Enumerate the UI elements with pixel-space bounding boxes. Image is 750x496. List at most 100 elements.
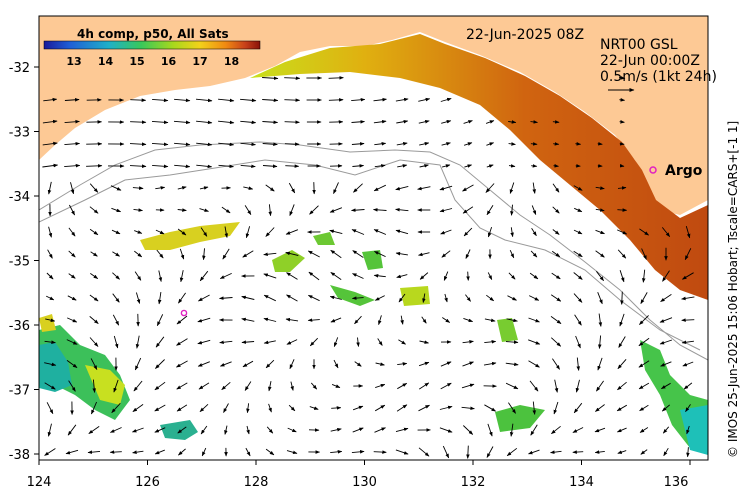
legend-tick-label: 18: [224, 55, 239, 68]
current-vector: [681, 340, 694, 345]
x-tick-label: 130: [352, 475, 377, 490]
current-vector: [352, 250, 364, 258]
current-vector: [197, 339, 211, 345]
current-vector: [552, 183, 560, 193]
current-vector: [441, 142, 451, 146]
current-vector: [155, 359, 165, 369]
current-vector: [554, 379, 559, 393]
current-vector: [155, 229, 165, 235]
current-vector: [552, 120, 560, 124]
current-vector: [662, 426, 670, 434]
current-vector: [284, 120, 300, 124]
current-vector: [530, 424, 538, 436]
current-vector: [640, 449, 648, 455]
credit-text: © IMOS 25-Jun-2025 15:06 Hobart; Tscale=…: [726, 121, 740, 458]
current-vector: [486, 446, 494, 458]
current-vector: [352, 273, 364, 279]
current-vector: [395, 449, 409, 455]
current-vector: [485, 120, 495, 124]
current-vector: [130, 98, 147, 102]
current-vector: [286, 450, 298, 455]
current-vector: [64, 119, 80, 124]
bathymetry-contours: [39, 141, 708, 361]
x-tick-label: 134: [569, 475, 594, 490]
current-vector: [134, 230, 143, 234]
current-vector: [617, 208, 628, 212]
current-vector: [505, 340, 519, 344]
current-vector: [466, 271, 470, 281]
current-vector: [597, 141, 603, 146]
current-vector: [67, 424, 77, 436]
current-vector: [462, 340, 474, 344]
current-vector: [532, 401, 537, 415]
current-vector: [356, 337, 360, 347]
current-vector: [373, 273, 386, 278]
current-vector: [157, 292, 162, 305]
x-axis: 124 126 128 130 132 134 136: [27, 460, 691, 490]
current-vector: [682, 272, 694, 280]
current-vector: [510, 227, 514, 238]
current-vector: [286, 294, 298, 302]
current-vector: [151, 120, 169, 125]
current-vector: [553, 142, 560, 146]
current-vector: [573, 402, 583, 414]
current-vector: [112, 314, 120, 326]
current-vector: [572, 427, 584, 433]
current-vector: [309, 205, 319, 215]
current-vector: [174, 164, 191, 169]
current-vector: [244, 381, 252, 391]
current-vector: [396, 142, 408, 146]
current-vector: [90, 401, 98, 415]
current-vector: [195, 98, 213, 103]
current-vector: [573, 229, 583, 235]
current-vector: [417, 186, 431, 191]
current-vector: [552, 358, 560, 370]
argo-float-marker: [649, 166, 657, 174]
current-vector: [90, 273, 99, 279]
current-vector: [441, 250, 451, 258]
current-vector: [48, 226, 53, 238]
current-vector: [638, 337, 650, 347]
current-vector: [617, 186, 627, 190]
x-tick-label: 124: [27, 475, 52, 490]
current-vector: [576, 357, 581, 371]
current-vector: [487, 423, 493, 437]
current-vector: [686, 425, 690, 435]
current-vector: [196, 120, 213, 125]
current-vector: [439, 427, 453, 433]
legend-title: 4h comp, p50, All Sats: [77, 27, 229, 41]
current-vector: [505, 362, 519, 367]
current-vector: [46, 402, 54, 415]
current-vector: [572, 450, 584, 454]
current-vector: [200, 425, 208, 435]
current-vector: [616, 404, 628, 412]
current-vector: [528, 360, 540, 368]
current-vector: [66, 360, 78, 368]
current-vector: [92, 379, 97, 393]
current-vector: [443, 271, 449, 281]
current-vector: [659, 317, 673, 323]
current-vector: [47, 423, 52, 437]
current-vector: [111, 229, 121, 235]
current-vector: [464, 164, 473, 168]
current-vector: [616, 427, 627, 433]
current-vector: [462, 361, 474, 367]
current-vector: [289, 359, 295, 370]
current-vector: [179, 248, 185, 260]
current-vector: [89, 228, 99, 236]
legend-tick-label: 15: [129, 55, 144, 68]
x-tick-label: 128: [244, 475, 269, 490]
map-date: 22-Jun-2025 08Z: [466, 27, 584, 43]
x-tick-label: 126: [135, 475, 160, 490]
current-vector: [219, 272, 232, 280]
current-vector: [113, 335, 119, 349]
y-tick-label: -33: [9, 126, 30, 141]
current-vector: [531, 164, 538, 168]
current-vector: [422, 293, 426, 303]
current-vector: [113, 379, 119, 393]
current-vector: [265, 359, 275, 369]
current-vector: [354, 315, 362, 325]
current-vector: [619, 163, 625, 168]
current-vector: [574, 314, 582, 326]
current-vector: [307, 294, 320, 302]
